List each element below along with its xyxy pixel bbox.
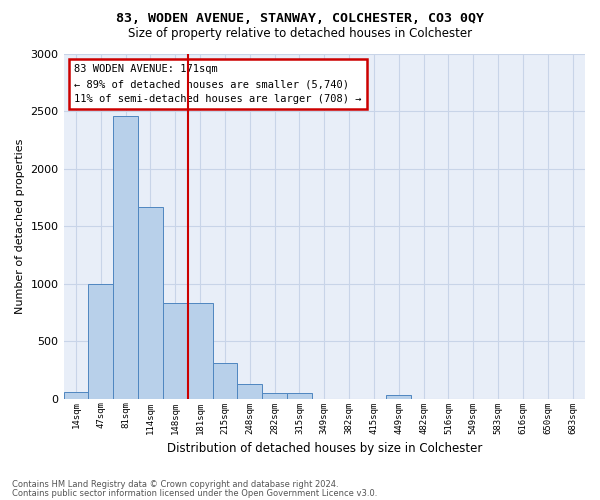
Text: Size of property relative to detached houses in Colchester: Size of property relative to detached ho…	[128, 28, 472, 40]
Bar	[138, 207, 163, 398]
Bar	[262, 393, 287, 398]
Text: 83, WODEN AVENUE, STANWAY, COLCHESTER, CO3 0QY: 83, WODEN AVENUE, STANWAY, COLCHESTER, C…	[116, 12, 484, 26]
Bar	[188, 304, 212, 398]
Text: Contains public sector information licensed under the Open Government Licence v3: Contains public sector information licen…	[12, 489, 377, 498]
Bar	[113, 116, 138, 399]
Text: 83 WODEN AVENUE: 171sqm
← 89% of detached houses are smaller (5,740)
11% of semi: 83 WODEN AVENUE: 171sqm ← 89% of detache…	[74, 64, 361, 104]
Bar	[287, 394, 312, 398]
Y-axis label: Number of detached properties: Number of detached properties	[15, 138, 25, 314]
Bar	[163, 304, 188, 398]
Bar	[64, 392, 88, 398]
Bar	[88, 284, 113, 399]
Bar	[212, 363, 238, 398]
Bar	[386, 395, 411, 398]
Text: Contains HM Land Registry data © Crown copyright and database right 2024.: Contains HM Land Registry data © Crown c…	[12, 480, 338, 489]
X-axis label: Distribution of detached houses by size in Colchester: Distribution of detached houses by size …	[167, 442, 482, 455]
Bar	[238, 384, 262, 398]
